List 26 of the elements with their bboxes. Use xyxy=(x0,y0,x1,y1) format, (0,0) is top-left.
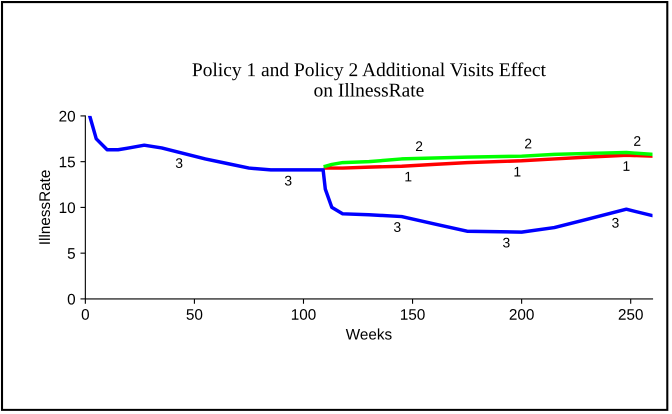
y-tick-label: 10 xyxy=(60,202,76,214)
text: 3 xyxy=(176,158,182,168)
y-tick-label: 20 xyxy=(59,110,76,122)
text: 3 xyxy=(503,238,510,248)
x-tick-label: 150 xyxy=(400,309,425,320)
line-series xyxy=(88,116,653,234)
y-tick-label: 15 xyxy=(60,156,75,168)
series-label: 3 xyxy=(612,218,619,228)
x-tick-label: 0 xyxy=(82,309,89,320)
x-tick-label: 250 xyxy=(618,309,643,320)
x-axis-title: Weeks xyxy=(346,328,392,340)
x-tick-label: 50 xyxy=(186,309,202,320)
x-tick-label: 200 xyxy=(510,309,534,320)
text: 1 xyxy=(624,161,630,171)
text: 1 xyxy=(514,166,520,176)
series-label: 2 xyxy=(634,136,640,146)
y-tick-label: 5 xyxy=(68,248,75,259)
text: 2 xyxy=(525,138,532,148)
x-tick-label: 100 xyxy=(292,309,316,320)
chart-title: Policy 1 and Policy 2 Additional Visits Effect on IllnessRate xyxy=(192,62,546,97)
series-label: 1 xyxy=(405,172,412,182)
text: 3 xyxy=(284,176,292,186)
text: 3 xyxy=(394,222,401,232)
y-axis-title: IllnessRate xyxy=(38,170,50,244)
text: 2 xyxy=(416,141,422,151)
y-tick-label: 0 xyxy=(68,294,76,305)
